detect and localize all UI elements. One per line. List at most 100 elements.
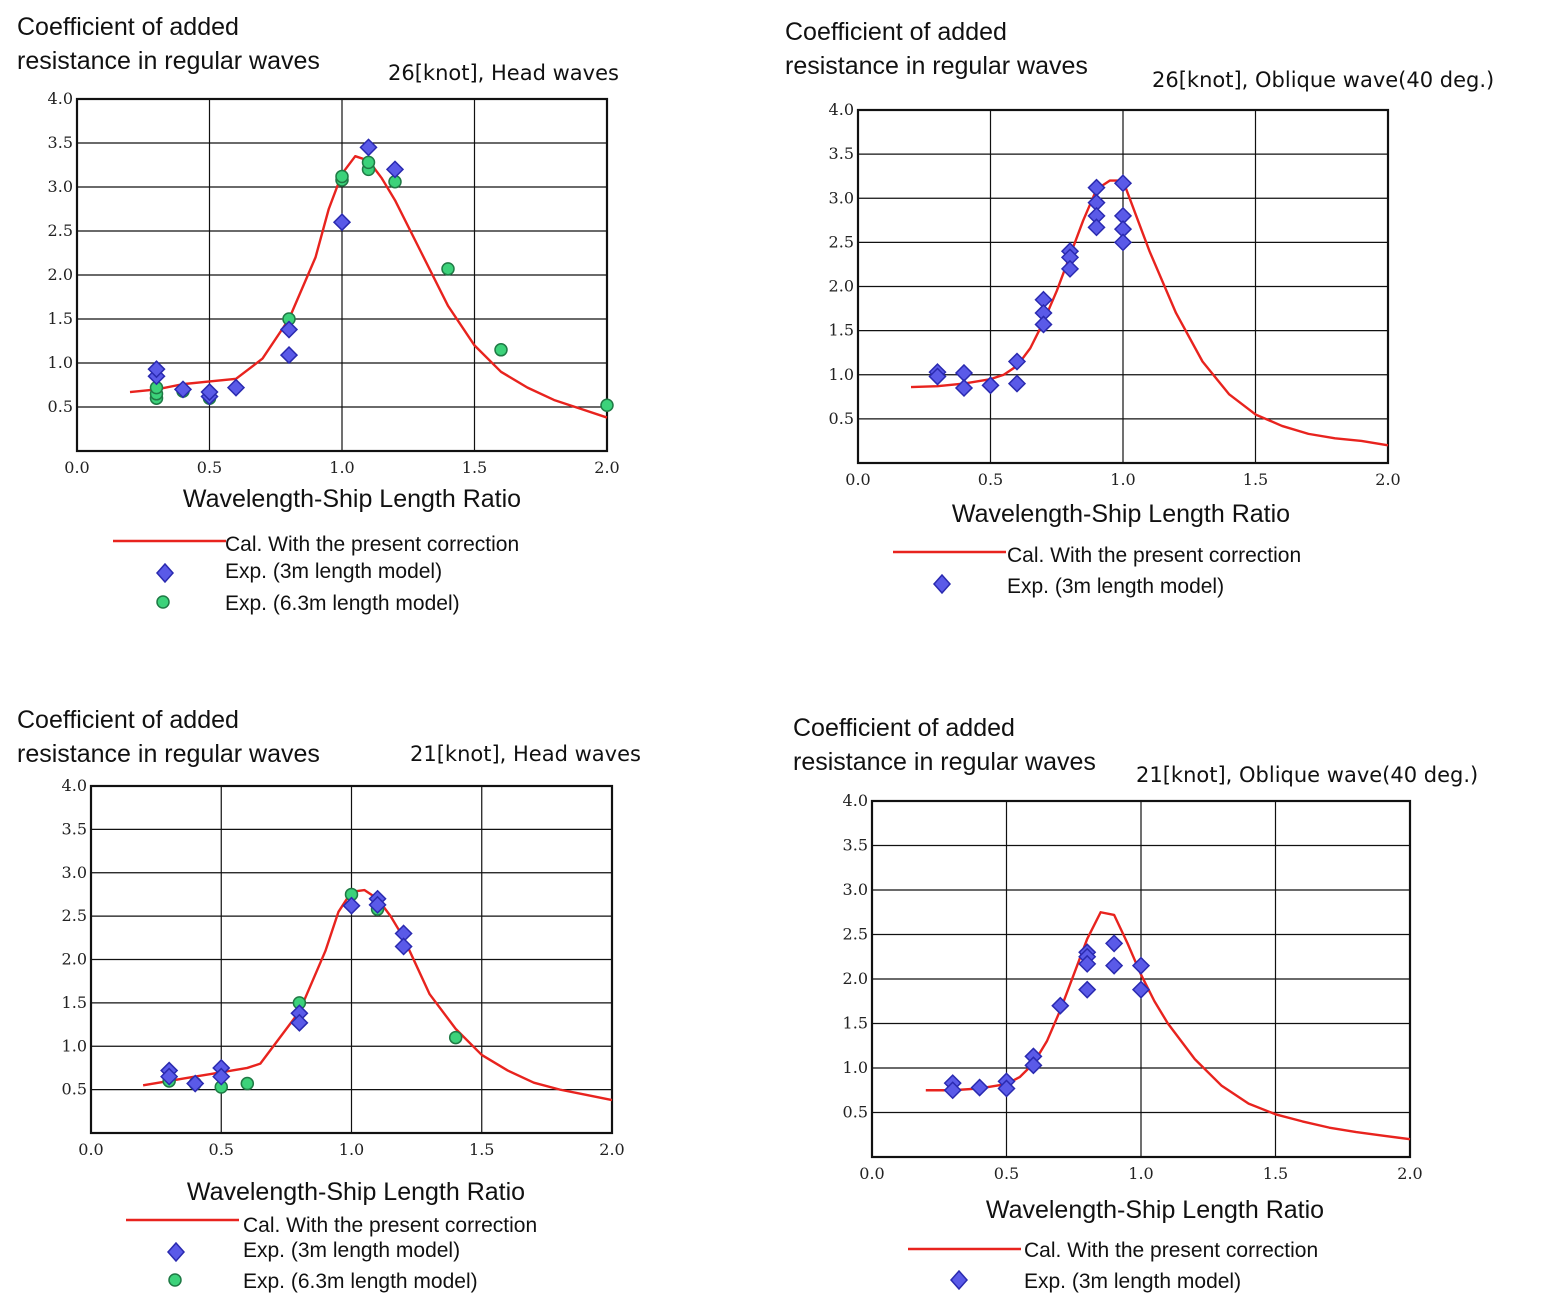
data-point-diamond [290, 1013, 309, 1032]
data-point-diamond [226, 378, 246, 397]
plot-frame [856, 108, 1390, 465]
data-point-diamond [368, 895, 387, 914]
x-tick-label: 0.0 [845, 470, 870, 489]
legend-line-symbol [908, 1247, 1021, 1251]
data-point-diamond [928, 367, 947, 386]
data-point-diamond [394, 937, 413, 956]
data-point-diamond [954, 378, 974, 398]
y-tick-label: 3.5 [48, 133, 73, 152]
y-tick-label: 3.0 [843, 880, 868, 899]
series-line-calculation [925, 911, 1411, 1141]
legend-circle-symbol [156, 595, 170, 609]
x-tick-label: 2.0 [594, 458, 619, 477]
y-tick-label: 1.5 [48, 309, 73, 328]
legend-line-label: Cal. With the present correction [225, 533, 520, 556]
legend-diamond-label: Exp. (3m length model) [1024, 1270, 1242, 1293]
data-point-circle [448, 1030, 463, 1045]
y-tick-label: 0.5 [48, 397, 73, 416]
legend-circle-label: Exp. (6.3m length model) [225, 592, 460, 615]
y-tick-label: 1.5 [843, 1014, 868, 1033]
x-tick-label: 1.5 [1263, 1164, 1288, 1183]
y-tick-label: 1.0 [62, 1036, 87, 1055]
grid [91, 786, 612, 1133]
y-axis-label: Coefficient of added resistance in regul… [17, 703, 320, 771]
legend-circle-symbol [168, 1273, 182, 1287]
y-tick-label: 2.5 [62, 906, 87, 925]
x-tick-label: 1.5 [1243, 470, 1268, 489]
data-point-diamond [1007, 374, 1027, 393]
legend-line-symbol [893, 550, 1006, 554]
data-point-diamond [147, 360, 166, 379]
data-point-circle [240, 1076, 255, 1091]
data-point-diamond [1131, 956, 1151, 975]
y-tick-label: 0.5 [62, 1080, 87, 1099]
y-tick-label: 0.5 [829, 409, 854, 428]
y-axis-label-line-2: resistance in regular waves [793, 748, 1096, 776]
legend-line-symbol [113, 539, 226, 543]
y-axis-label-line-1: Coefficient of added [793, 714, 1015, 742]
x-tick-label: 1.0 [1110, 470, 1135, 489]
y-tick-label: 2.0 [62, 950, 87, 969]
data-point-diamond [385, 160, 405, 179]
data-point-diamond [1087, 218, 1106, 237]
chart-subtitle: 21[knot], Head waves [410, 742, 641, 766]
legend-diamond-label: Exp. (3m length model) [1007, 575, 1225, 598]
x-tick-label: 1.5 [469, 1140, 494, 1159]
y-tick-label: 0.5 [843, 1103, 868, 1122]
data-point-diamond [1113, 233, 1133, 252]
data-point-diamond [160, 1067, 179, 1086]
data-point-circle [335, 169, 349, 184]
data-point-diamond [359, 138, 378, 157]
x-tick-label: 2.0 [1397, 1164, 1422, 1183]
y-tick-label: 1.0 [843, 1058, 868, 1077]
x-axis-label: Wavelength-Ship Length Ratio [186, 1178, 526, 1206]
y-axis-label: Coefficient of added resistance in regul… [793, 711, 1096, 779]
x-tick-label: 0.0 [78, 1140, 103, 1159]
data-point-diamond [279, 346, 299, 365]
legend-diamond-symbol [155, 562, 175, 584]
legend-diamond-symbol [949, 1269, 969, 1291]
x-tick-label: 1.0 [1128, 1164, 1153, 1183]
y-tick-label: 1.0 [48, 353, 73, 372]
plot-frame [870, 799, 1412, 1159]
y-tick-label: 2.5 [48, 221, 73, 240]
y-tick-label: 3.5 [62, 819, 87, 838]
x-axis-label: Wavelength-Ship Length Ratio [182, 485, 522, 513]
y-tick-label: 1.5 [829, 321, 854, 340]
y-tick-label: 1.0 [829, 365, 854, 384]
x-tick-label: 0.5 [978, 470, 1003, 489]
data-point-diamond [981, 376, 1000, 395]
y-tick-label: 3.0 [829, 188, 854, 207]
y-tick-label: 2.0 [843, 969, 868, 988]
data-point-diamond [1105, 956, 1124, 975]
data-point-diamond [212, 1067, 231, 1086]
data-point-circle [494, 343, 508, 357]
data-point-diamond [1113, 174, 1133, 193]
data-point-diamond [1078, 980, 1097, 999]
data-point-diamond [1007, 352, 1027, 371]
data-point-diamond [279, 320, 299, 339]
legend-diamond-label: Exp. (3m length model) [243, 1239, 461, 1262]
x-tick-label: 1.0 [339, 1140, 364, 1159]
y-tick-label: 2.0 [829, 277, 854, 296]
y-tick-label: 4.0 [62, 776, 87, 795]
data-point-diamond [332, 213, 352, 232]
legend-line-symbol [126, 1218, 239, 1222]
x-tick-label: 0.5 [994, 1164, 1019, 1183]
x-tick-label: 0.0 [859, 1164, 884, 1183]
legend-line-label: Cal. With the present correction [243, 1214, 538, 1237]
legend-diamond-symbol [932, 573, 952, 595]
plot-area: 0.0 0.5 1.0 1.5 2.0 0.5 1.0 1.5 2.0 2.5 3.0 3.5 4.0 [48, 89, 620, 477]
data-point-diamond [200, 382, 219, 402]
x-tick-label: 0.0 [64, 458, 89, 477]
x-tick-label: 0.5 [209, 1140, 234, 1159]
data-point-diamond [173, 380, 193, 399]
y-tick-label: 2.5 [843, 925, 868, 944]
data-point-circle [441, 262, 455, 276]
x-tick-label: 0.5 [197, 458, 222, 477]
x-tick-label: 2.0 [599, 1140, 624, 1159]
y-tick-label: 2.0 [48, 265, 73, 284]
data-point-diamond [997, 1079, 1016, 1098]
y-axis-label-line-1: Coefficient of added [785, 18, 1007, 46]
y-axis-label-line-1: Coefficient of added [17, 13, 239, 41]
